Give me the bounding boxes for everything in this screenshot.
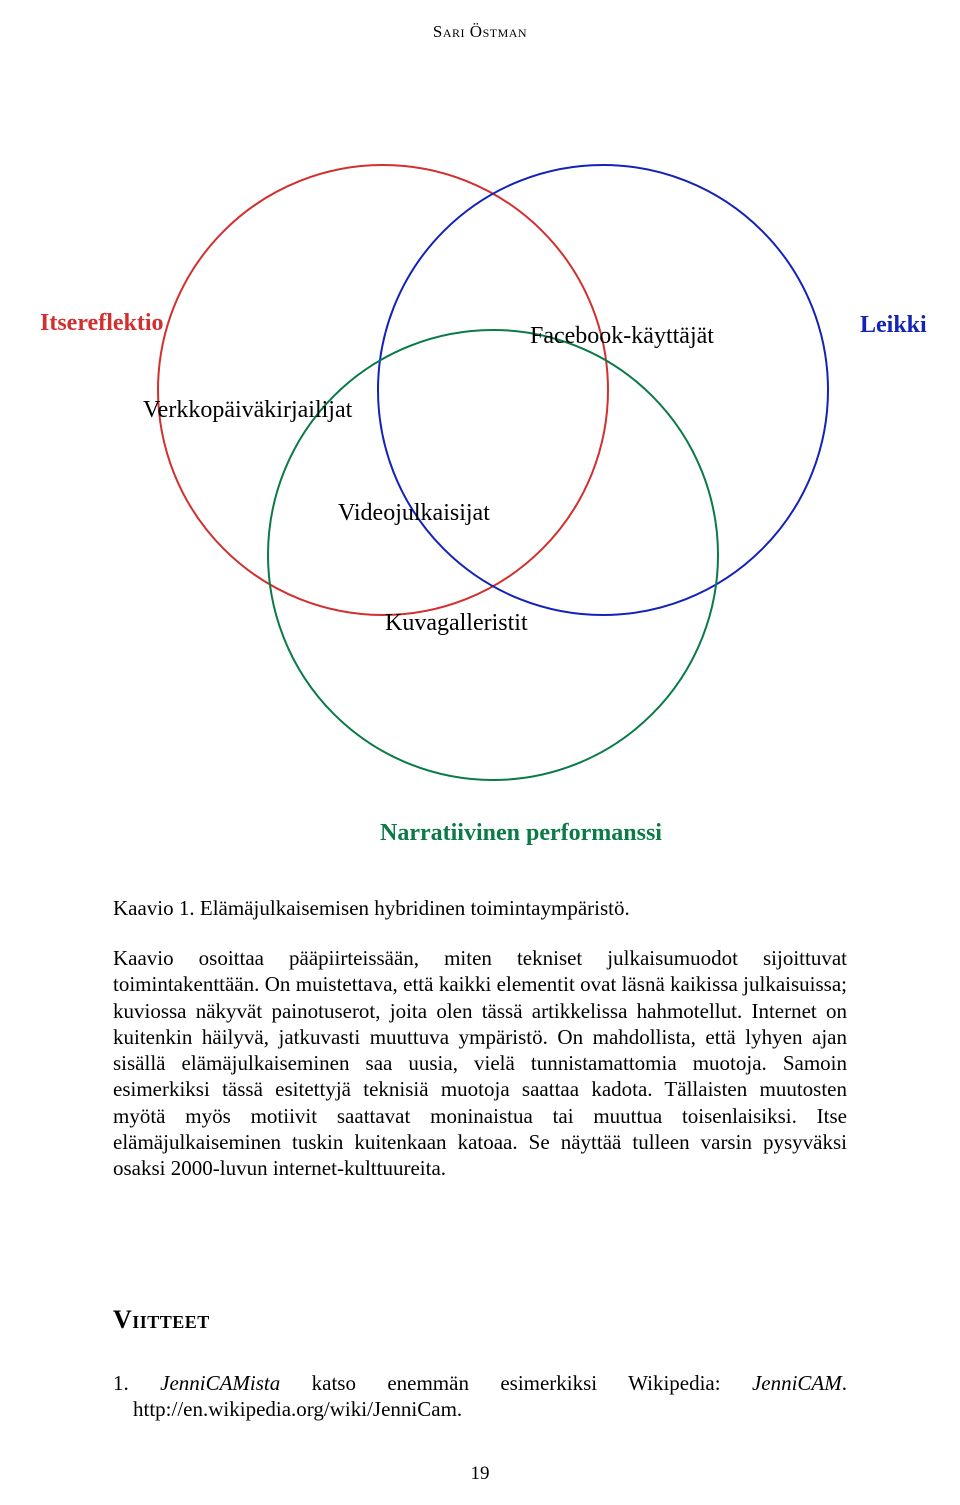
reference-number: 1.	[113, 1371, 160, 1395]
reference-item: 1. JenniCAMista katso enemmän esimerkiks…	[113, 1370, 847, 1423]
label-narratiivinen: Narratiivinen performanssi	[380, 820, 662, 847]
body-paragraph: Kaavio osoittaa pääpiirteissään, miten t…	[113, 945, 847, 1181]
section-heading-viitteet: Viitteet	[113, 1305, 210, 1335]
circle-leikki	[378, 165, 828, 615]
reference-italic-2: JenniCAM	[752, 1371, 842, 1395]
label-facebook: Facebook-käyttäjät	[530, 323, 714, 350]
venn-diagram: Itsereflektio Leikki Narratiivinen perfo…	[0, 80, 960, 870]
reference-text-mid: katso enemmän esimerkiksi Wikipedia:	[280, 1371, 752, 1395]
reference-italic-1: JenniCAMista	[160, 1371, 280, 1395]
label-verkkopaivakirjailijat: Verkkopäiväkirjailijat	[143, 397, 352, 424]
venn-svg	[0, 80, 960, 870]
label-itsereflektio: Itsereflektio	[40, 310, 164, 337]
page-number: 19	[0, 1463, 960, 1485]
figure-caption: Kaavio 1. Elämäjulkaisemisen hybridinen …	[113, 895, 847, 921]
circle-itsereflektio	[158, 165, 608, 615]
author-name: Sari Östman	[0, 22, 960, 42]
label-videojulkaisijat: Videojulkaisijat	[338, 500, 490, 527]
label-kuvagalleristit: Kuvagalleristit	[385, 610, 528, 637]
label-leikki: Leikki	[860, 312, 927, 339]
